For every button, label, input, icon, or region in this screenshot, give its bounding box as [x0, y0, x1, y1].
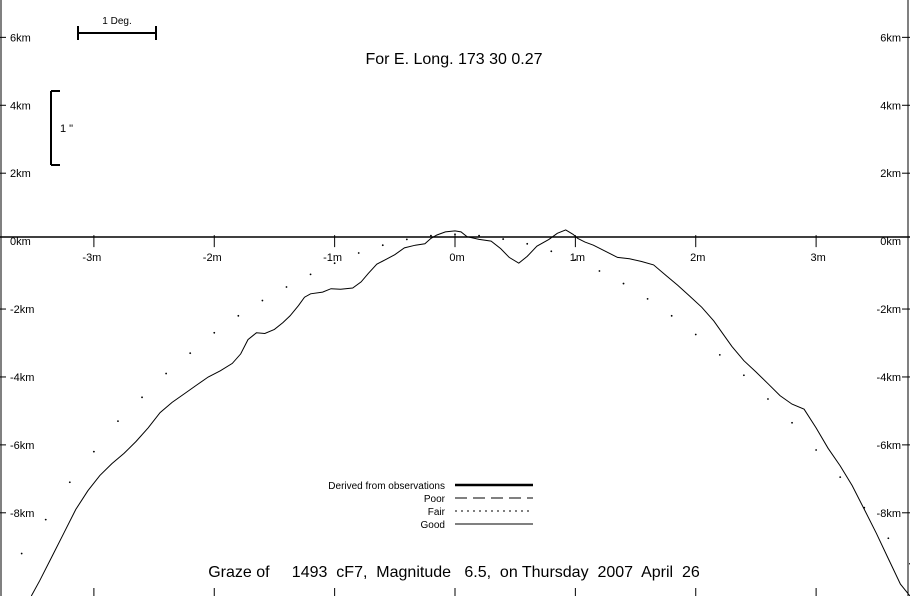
degree-bar-label: 1 Deg.	[102, 16, 131, 27]
dotted-point	[20, 552, 23, 555]
dotted-point	[165, 372, 168, 375]
dotted-point	[550, 250, 553, 253]
y-tick-label-right: -2km	[877, 304, 901, 316]
chart-footer: Graze of 1493 cF7, Magnitude 6.5, on Thu…	[208, 564, 700, 581]
legend: Derived from observations Poor Fair Good	[328, 481, 533, 531]
y-tick-label-left: -8km	[10, 508, 34, 520]
dotted-point	[622, 282, 625, 285]
dotted-point	[430, 234, 432, 237]
dotted-point	[574, 258, 577, 261]
profile-line	[30, 229, 910, 596]
profile-series	[20, 229, 910, 596]
x-tick-label: 0m	[449, 252, 464, 264]
dotted-point	[309, 273, 312, 276]
dotted-point	[44, 518, 47, 521]
x-ticks: -3m -2m -1m 0m 1m 2m 3m	[82, 235, 826, 596]
x-tick-label: 3m	[810, 252, 825, 264]
x-tick-label: -1m	[323, 252, 342, 264]
legend-label: Fair	[428, 507, 446, 518]
y-tick-label-left: -2km	[10, 304, 34, 316]
y-tick-label-right: 0km	[880, 236, 901, 248]
dotted-point	[839, 476, 842, 479]
dotted-point	[261, 299, 264, 302]
degree-scale-bar: 1 Deg.	[77, 16, 157, 40]
x-tick-label: -2m	[203, 252, 222, 264]
series-dotted	[20, 233, 910, 565]
dotted-point	[141, 396, 143, 399]
dotted-point	[454, 233, 456, 236]
dotted-point	[405, 238, 408, 241]
dotted-point	[791, 421, 793, 424]
dotted-point	[68, 481, 71, 484]
dotted-point	[887, 537, 890, 540]
dotted-point	[742, 374, 745, 377]
y-tick-label-left: 6km	[10, 32, 31, 44]
dotted-point	[189, 352, 192, 355]
dotted-point	[646, 297, 649, 300]
y-tick-label-left: -6km	[10, 440, 34, 452]
dotted-point	[381, 244, 384, 247]
y-tick-label-right: 4km	[880, 100, 901, 112]
dotted-point	[767, 398, 769, 400]
dotted-point	[502, 238, 505, 240]
dotted-point	[670, 314, 673, 317]
legend-label: Poor	[424, 494, 446, 505]
series-thin	[30, 229, 910, 596]
dotted-point	[863, 506, 866, 509]
legend-label: Good	[421, 520, 445, 531]
dotted-point	[92, 450, 95, 453]
chart-title: For E. Long. 173 30 0.27	[365, 51, 542, 68]
y-tick-label-left: -4km	[10, 372, 34, 384]
dotted-point	[333, 262, 336, 265]
dotted-point	[478, 234, 480, 237]
arcsec-scale-bar: 1 "	[50, 90, 73, 166]
dotted-point	[526, 242, 529, 245]
dotted-point	[598, 270, 601, 272]
y-tick-label-right: -6km	[877, 440, 901, 452]
y-tick-label-right: 2km	[880, 168, 901, 180]
legend-label: Derived from observations	[328, 481, 445, 492]
y-ticks: 6km 6km 4km 4km 2km 2km 0km 0km -2km -2km -4km -4km…	[0, 32, 910, 520]
x-tick-label: 1m	[570, 252, 585, 264]
y-tick-label-right: -4km	[877, 372, 901, 384]
dotted-point	[815, 449, 818, 451]
y-tick-label-left: 0km	[10, 236, 31, 248]
dotted-point	[718, 353, 721, 356]
arcsec-bar-label: 1 "	[60, 123, 73, 135]
dotted-point	[357, 252, 360, 254]
y-tick-label-right: 6km	[880, 32, 901, 44]
dotted-point	[117, 420, 119, 423]
dotted-point	[213, 331, 216, 334]
y-tick-label-left: 4km	[10, 100, 31, 112]
dotted-point	[237, 314, 240, 317]
x-tick-label: 2m	[690, 252, 705, 264]
dotted-point	[694, 333, 697, 336]
dotted-point	[285, 286, 288, 288]
y-tick-label-right: -8km	[877, 508, 901, 520]
y-tick-label-left: 2km	[10, 168, 31, 180]
x-tick-label: -3m	[82, 252, 101, 264]
